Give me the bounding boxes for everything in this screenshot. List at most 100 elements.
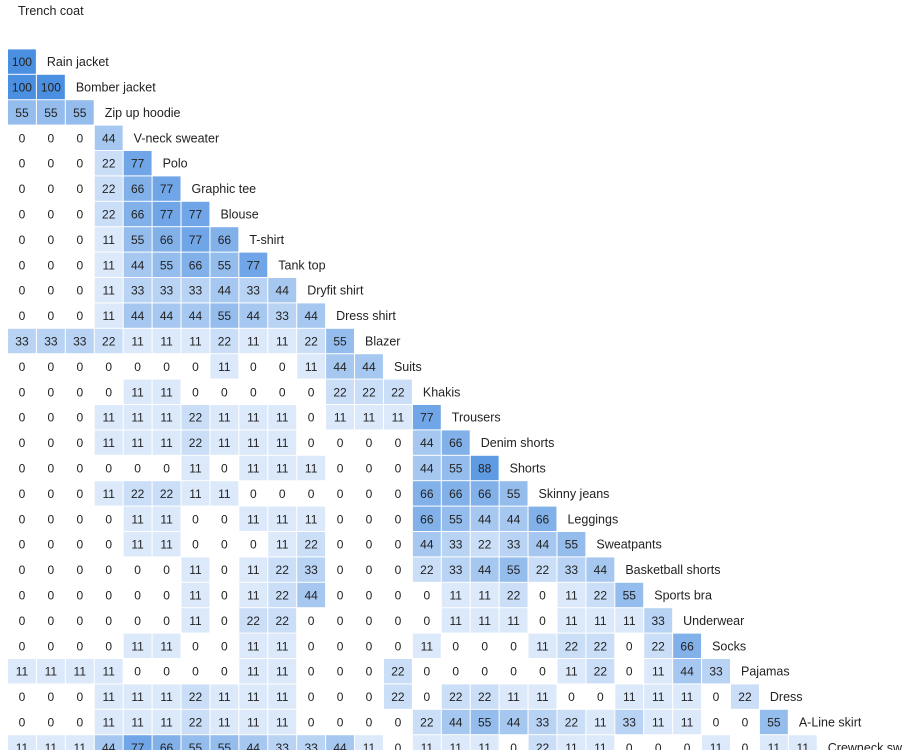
- heatmap-cell: [297, 633, 326, 658]
- heatmap-cell: [8, 709, 36, 735]
- heatmap-cell-value: 11: [276, 538, 289, 552]
- heatmap-cell-value: 0: [76, 639, 83, 653]
- heatmap-cell-value: 22: [449, 690, 463, 704]
- heatmap-cell: [239, 659, 268, 684]
- heatmap-cell: [268, 633, 297, 658]
- heatmap-cell: [355, 481, 383, 506]
- heatmap-cell-value: 0: [337, 639, 344, 653]
- heatmap-cell-value: 11: [102, 436, 115, 450]
- heatmap-cell-value: 0: [395, 538, 402, 552]
- heatmap-cell-value: 11: [189, 563, 202, 577]
- heatmap-cell-value: 22: [189, 411, 203, 425]
- heatmap-cell: [326, 608, 355, 633]
- heatmap-cell-value: 11: [160, 436, 173, 450]
- heatmap-cell-value: 0: [337, 690, 344, 704]
- heatmap-cell: [65, 506, 94, 531]
- heatmap-cell: [152, 633, 181, 658]
- heatmap-cell: [181, 709, 210, 735]
- heatmap-cell-value: 0: [19, 385, 26, 399]
- row-label: Shorts: [510, 462, 546, 476]
- heatmap-cell-value: 0: [452, 665, 459, 679]
- heatmap-cell-value: 0: [221, 512, 228, 526]
- heatmap-cell: [239, 582, 268, 608]
- heatmap-cell: [441, 506, 470, 531]
- heatmap-cell: [297, 684, 326, 709]
- heatmap-cell: [326, 557, 355, 582]
- heatmap-cell: [355, 430, 383, 455]
- heatmap-cell: [181, 430, 210, 455]
- heatmap-cell: [441, 684, 470, 709]
- heatmap-cell: [297, 735, 326, 750]
- heatmap-cell: [94, 532, 123, 557]
- heatmap-cell-value: 33: [449, 563, 463, 577]
- heatmap-cell: [441, 582, 470, 608]
- heatmap-cell-value: 0: [250, 360, 257, 374]
- heatmap-cell: [8, 49, 36, 74]
- heatmap-cell: [499, 735, 528, 750]
- heatmap-cell: [210, 455, 239, 481]
- heatmap-cell-value: 0: [76, 131, 83, 145]
- heatmap-cell: [8, 303, 36, 328]
- heatmap-cell: [152, 684, 181, 709]
- heatmap-cell: [528, 735, 557, 750]
- heatmap-cell-value: 0: [713, 716, 720, 730]
- heatmap-cell-value: 22: [478, 690, 492, 704]
- heatmap-cell-value: 11: [160, 512, 173, 526]
- heatmap-cell-value: 22: [594, 589, 608, 603]
- heatmap-cell-value: 0: [597, 690, 604, 704]
- heatmap-cell: [586, 557, 615, 582]
- heatmap-cell-value: 0: [308, 614, 315, 628]
- heatmap-cell: [65, 252, 94, 277]
- heatmap-cell-value: 0: [76, 538, 83, 552]
- heatmap-cell: [152, 303, 181, 328]
- heatmap-cell: [615, 608, 644, 633]
- heatmap-cell: [499, 659, 528, 684]
- heatmap-cell-value: 55: [333, 335, 347, 349]
- heatmap-cell-value: 11: [797, 741, 810, 750]
- heatmap-cell-value: 22: [565, 639, 579, 653]
- heatmap-cell: [412, 684, 441, 709]
- heatmap-cell: [586, 582, 615, 608]
- heatmap-cell-value: 0: [48, 512, 55, 526]
- heatmap-cell: [210, 709, 239, 735]
- row-label: Dress shirt: [336, 309, 396, 323]
- heatmap-cell: [297, 481, 326, 506]
- heatmap-cell: [36, 481, 65, 506]
- heatmap-cell-value: 0: [48, 208, 55, 222]
- heatmap-cell-value: 0: [308, 690, 315, 704]
- heatmap-cell: [326, 684, 355, 709]
- heatmap-cell-value: 0: [221, 665, 228, 679]
- heatmap-cell: [94, 506, 123, 531]
- heatmap-cell-value: 0: [452, 639, 459, 653]
- heatmap-cell-value: 44: [131, 258, 145, 272]
- row-label: Trousers: [452, 411, 501, 425]
- heatmap-cell-value: 0: [192, 665, 199, 679]
- heatmap-cell: [8, 506, 36, 531]
- heatmap-cell-value: 77: [160, 182, 174, 196]
- heatmap-cell: [152, 354, 181, 379]
- heatmap-cell: [441, 481, 470, 506]
- heatmap-cell: [470, 684, 499, 709]
- heatmap-cell-value: 0: [105, 462, 112, 476]
- heatmap-cell: [36, 532, 65, 557]
- heatmap-cell: [181, 633, 210, 658]
- heatmap-cell: [65, 481, 94, 506]
- heatmap-cell-value: 11: [102, 309, 115, 323]
- heatmap-cell: [326, 405, 355, 430]
- heatmap-cell-value: 66: [449, 487, 463, 501]
- heatmap-cell: [268, 430, 297, 455]
- heatmap-cell-value: 44: [276, 284, 290, 298]
- heatmap-cell-value: 22: [131, 487, 145, 501]
- heatmap-cell-value: 22: [218, 335, 232, 349]
- heatmap-cell: [152, 252, 181, 277]
- heatmap-cell-value: 0: [192, 538, 199, 552]
- heatmap-cell: [123, 151, 152, 176]
- heatmap-cell: [615, 582, 644, 608]
- heatmap-cell-value: 11: [305, 512, 318, 526]
- heatmap-cell: [383, 455, 412, 481]
- heatmap-cell: [268, 405, 297, 430]
- heatmap-cell: [94, 709, 123, 735]
- heatmap-cell: [499, 684, 528, 709]
- heatmap-cell: [702, 735, 730, 750]
- heatmap-cell: [94, 608, 123, 633]
